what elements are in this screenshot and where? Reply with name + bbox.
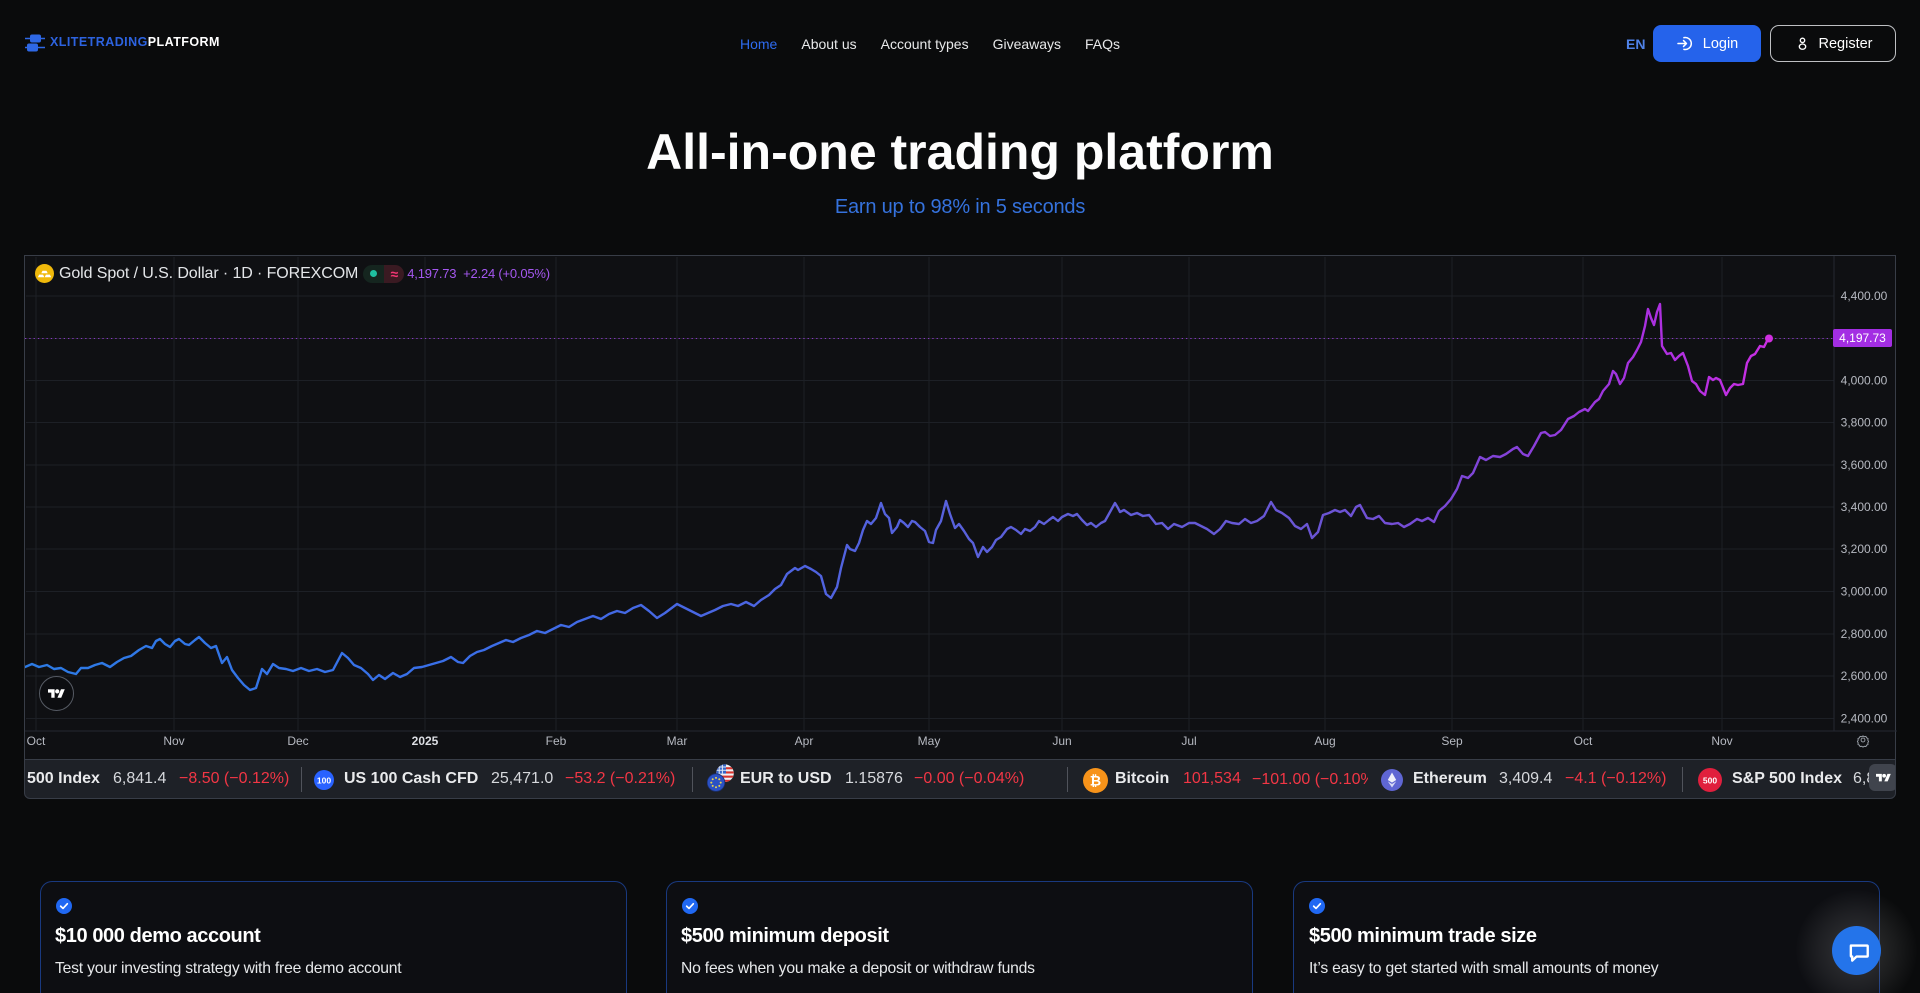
- svg-text:3,600.00: 3,600.00: [1841, 458, 1888, 472]
- svg-text:Apr: Apr: [795, 734, 814, 748]
- svg-text:Jun: Jun: [1052, 734, 1071, 748]
- svg-text:3,200.00: 3,200.00: [1841, 542, 1888, 556]
- svg-text:3,800.00: 3,800.00: [1841, 416, 1888, 430]
- svg-text:2,600.00: 2,600.00: [1841, 669, 1888, 683]
- svg-text:3,000.00: 3,000.00: [1841, 585, 1888, 599]
- svg-text:Nov: Nov: [163, 734, 184, 748]
- svg-text:Dec: Dec: [287, 734, 308, 748]
- svg-text:Mar: Mar: [667, 734, 688, 748]
- svg-text:Oct: Oct: [27, 734, 46, 748]
- svg-text:Nov: Nov: [1711, 734, 1732, 748]
- svg-text:May: May: [918, 734, 941, 748]
- svg-text:3,400.00: 3,400.00: [1841, 500, 1888, 514]
- svg-text:2025: 2025: [412, 734, 439, 748]
- svg-text:₿: ₿: [1090, 773, 1101, 789]
- svg-text:4,000.00: 4,000.00: [1841, 374, 1888, 388]
- svg-text:500: 500: [1703, 776, 1717, 786]
- svg-text:Oct: Oct: [1574, 734, 1593, 748]
- svg-text:100: 100: [317, 776, 331, 786]
- svg-text:Sep: Sep: [1441, 734, 1463, 748]
- svg-text:Aug: Aug: [1314, 734, 1335, 748]
- svg-text:2,400.00: 2,400.00: [1841, 712, 1888, 726]
- svg-text:Feb: Feb: [546, 734, 567, 748]
- svg-text:4,400.00: 4,400.00: [1841, 289, 1888, 303]
- svg-text:Jul: Jul: [1181, 734, 1196, 748]
- svg-text:2,800.00: 2,800.00: [1841, 627, 1888, 641]
